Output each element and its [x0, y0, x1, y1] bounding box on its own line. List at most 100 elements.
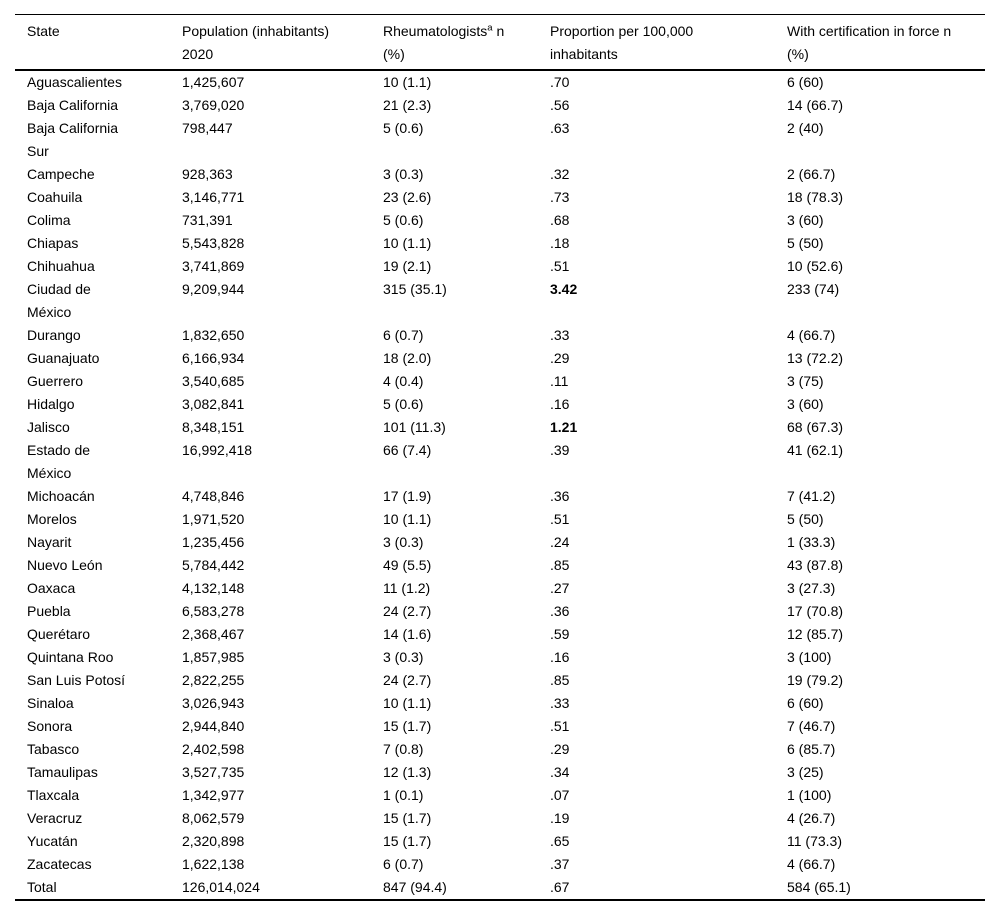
- cell-proportion: .67: [550, 879, 570, 895]
- cell-state: Chiapas: [15, 232, 182, 255]
- cell-state: Yucatán: [15, 830, 182, 853]
- cell-certification: 10 (52.6): [787, 258, 844, 274]
- cell-population: 3,527,735: [182, 764, 245, 780]
- state-name: Jalisco: [27, 419, 70, 435]
- table-row: Chiapas 5,543,828 10 (1.1) .18 5 (50): [15, 232, 985, 255]
- cell-population: 8,348,151: [182, 419, 245, 435]
- cell-proportion: .63: [550, 120, 570, 136]
- cell-population: 1,971,520: [182, 511, 245, 527]
- cell-proportion: .34: [550, 764, 570, 780]
- cell-population: 2,944,840: [182, 718, 245, 734]
- cell-rheumatologists: 4 (0.4): [383, 373, 424, 389]
- cell-certification: 3 (25): [787, 764, 824, 780]
- cell-rheumatologists: 15 (1.7): [383, 833, 432, 849]
- cell-certification: 2 (66.7): [787, 166, 836, 182]
- cell-rheumatologists: 24 (2.7): [383, 603, 432, 619]
- cell-rheumatologists: 17 (1.9): [383, 488, 432, 504]
- cell-proportion: .29: [550, 350, 570, 366]
- cell-rheumatologists: 11 (1.2): [383, 580, 431, 596]
- cell-population: 1,425,607: [182, 74, 245, 90]
- cell-state: Chihuahua: [15, 255, 182, 278]
- cell-proportion: .65: [550, 833, 570, 849]
- cell-state: Guerrero: [15, 370, 182, 393]
- cell-rheumatologists: 3 (0.3): [383, 649, 424, 665]
- cell-certification: 41 (62.1): [787, 442, 844, 458]
- cell-proportion: .11: [550, 373, 569, 389]
- state-name: San Luis Potosí: [27, 672, 126, 688]
- table-row: Morelos 1,971,520 10 (1.1) .51 5 (50): [15, 508, 985, 531]
- cell-proportion: .73: [550, 189, 570, 205]
- state-name: Guanajuato: [27, 350, 100, 366]
- cell-rheumatologists: 19 (2.1): [383, 258, 432, 274]
- state-name: Michoacán: [27, 488, 95, 504]
- cell-rheumatologists: 15 (1.7): [383, 810, 432, 826]
- cell-state: Aguascalientes: [15, 70, 182, 94]
- cell-state: Nuevo León: [15, 554, 182, 577]
- cell-state: Quintana Roo: [15, 646, 182, 669]
- cell-state: Veracruz: [15, 807, 182, 830]
- table-row: Zacatecas 1,622,138 6 (0.7) .37 4 (66.7): [15, 853, 985, 876]
- cell-population: 1,832,650: [182, 327, 245, 343]
- table-body: Aguascalientes 1,425,607 10 (1.1) .70 6 (60)…: [15, 70, 985, 900]
- table-row: Durango 1,832,650 6 (0.7) .33 4 (66.7): [15, 324, 985, 347]
- cell-state: Tamaulipas: [15, 761, 182, 784]
- table-row: San Luis Potosí 2,822,255 24 (2.7) .85 19 (7…: [15, 669, 985, 692]
- cell-proportion: .51: [550, 258, 570, 274]
- cell-rheumatologists: 6 (0.7): [383, 856, 424, 872]
- table-row: Yucatán 2,320,898 15 (1.7) .65 11 (73.3): [15, 830, 985, 853]
- table-row: Guerrero 3,540,685 4 (0.4) .11 3 (75): [15, 370, 985, 393]
- cell-proportion: .68: [550, 212, 570, 228]
- cell-state: Hidalgo: [15, 393, 182, 416]
- table-row: Baja California Sur 798,447 5 (0.6) .63 2 (4…: [15, 117, 985, 163]
- state-name: Tabasco: [27, 741, 80, 757]
- cell-rheumatologists: 5 (0.6): [383, 120, 424, 136]
- state-name: Guerrero: [27, 373, 84, 389]
- col-header-proportion: Proportion per 100,000 inhabitants: [550, 14, 787, 71]
- cell-state: Ciudad de México: [15, 278, 182, 324]
- cell-population: 6,583,278: [182, 603, 245, 619]
- cell-population: 2,822,255: [182, 672, 245, 688]
- cell-proportion: .36: [550, 603, 570, 619]
- cell-proportion: .70: [550, 74, 570, 90]
- cell-certification: 18 (78.3): [787, 189, 844, 205]
- table-row: Campeche 928,363 3 (0.3) .32 2 (66.7): [15, 163, 985, 186]
- cell-proportion: .36: [550, 488, 570, 504]
- col-header-rheumatologists: Rheumatologistsa n (%): [383, 14, 550, 71]
- cell-rheumatologists: 7 (0.8): [383, 741, 424, 757]
- table-row: Querétaro 2,368,467 14 (1.6) .59 12 (85.7): [15, 623, 985, 646]
- cell-certification: 6 (60): [787, 695, 824, 711]
- cell-rheumatologists: 3 (0.3): [383, 166, 424, 182]
- cell-certification: 43 (87.8): [787, 557, 844, 573]
- state-name: Sinaloa: [27, 695, 74, 711]
- cell-state: Baja California Sur: [15, 117, 182, 163]
- cell-state: Sonora: [15, 715, 182, 738]
- cell-population: 798,447: [182, 120, 233, 136]
- cell-population: 5,543,828: [182, 235, 245, 251]
- state-name: Morelos: [27, 511, 77, 527]
- cell-proportion: .37: [550, 856, 570, 872]
- cell-state: Oaxaca: [15, 577, 182, 600]
- cell-population: 9,209,944: [182, 281, 245, 297]
- state-name: Colima: [27, 212, 71, 228]
- cell-state: Guanajuato: [15, 347, 182, 370]
- col-header-proportion-line1: Proportion per 100,000: [550, 23, 694, 39]
- state-name: Yucatán: [27, 833, 78, 849]
- cell-state: Campeche: [15, 163, 182, 186]
- cell-rheumatologists: 10 (1.1): [383, 74, 432, 90]
- col-header-state: State: [15, 14, 182, 71]
- table-row: Estado de México 16,992,418 66 (7.4) .39 41 …: [15, 439, 985, 485]
- state-name: Veracruz: [27, 810, 83, 826]
- cell-certification: 19 (79.2): [787, 672, 844, 688]
- state-name: Baja California: [27, 97, 119, 113]
- state-name: Sonora: [27, 718, 73, 734]
- cell-certification: 2 (40): [787, 120, 824, 136]
- cell-rheumatologists: 14 (1.6): [383, 626, 432, 642]
- cell-certification: 11 (73.3): [787, 833, 842, 849]
- cell-certification: 7 (41.2): [787, 488, 836, 504]
- cell-population: 1,857,985: [182, 649, 245, 665]
- state-name: Baja California Sur: [27, 120, 119, 159]
- table-row: Nayarit 1,235,456 3 (0.3) .24 1 (33.3): [15, 531, 985, 554]
- cell-population: 1,235,456: [182, 534, 245, 550]
- state-name: Tlaxcala: [27, 787, 80, 803]
- cell-rheumatologists: 49 (5.5): [383, 557, 432, 573]
